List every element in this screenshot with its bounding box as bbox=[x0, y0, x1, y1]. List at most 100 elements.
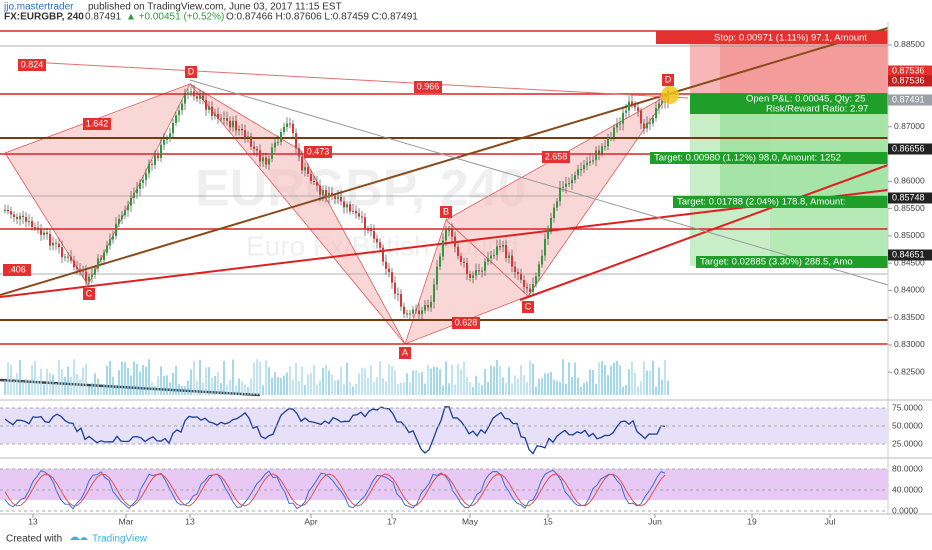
candle-body bbox=[595, 150, 597, 161]
volume-bar bbox=[322, 367, 324, 395]
price-tick-label: 0.86000 bbox=[894, 176, 925, 186]
candle-body bbox=[259, 150, 261, 162]
point-label: D bbox=[188, 66, 195, 76]
ratio-box bbox=[304, 146, 332, 158]
candle-body bbox=[601, 146, 603, 154]
volume-bar bbox=[529, 360, 531, 395]
candle-body bbox=[607, 137, 609, 147]
volume-bar bbox=[613, 362, 615, 395]
ratio-label: 0.824 bbox=[21, 59, 44, 69]
rsi-tick-label: 75.0000 bbox=[892, 402, 923, 412]
volume-bar bbox=[340, 366, 342, 395]
candle-body bbox=[262, 157, 264, 162]
volume-bar bbox=[181, 386, 183, 395]
candle-body bbox=[631, 101, 633, 105]
candle-body bbox=[253, 146, 255, 149]
volume-bar bbox=[655, 386, 657, 395]
candle-body bbox=[385, 261, 387, 269]
volume-bar bbox=[91, 382, 93, 395]
candle-body bbox=[154, 155, 156, 165]
candle-body bbox=[355, 210, 357, 214]
rsi-tick-label: 50.0000 bbox=[892, 420, 923, 430]
time-tick-label: 13 bbox=[185, 516, 195, 526]
candle-body bbox=[193, 91, 195, 97]
target-text: Target: 0.01788 (2.04%) 178.8, Amount: bbox=[677, 197, 845, 208]
volume-bar bbox=[535, 386, 537, 395]
ratio-label: .406 bbox=[8, 264, 26, 274]
candle-body bbox=[388, 268, 390, 273]
highlight-marker bbox=[661, 86, 679, 104]
volume-bar bbox=[193, 360, 195, 395]
volume-bar bbox=[388, 364, 390, 395]
candle-body bbox=[427, 305, 429, 308]
price-label: 0.87491 bbox=[892, 94, 925, 104]
volume-bar bbox=[97, 378, 99, 395]
candle-body bbox=[40, 228, 42, 235]
ratio-label: 1.642 bbox=[86, 118, 109, 128]
candle-body bbox=[289, 123, 291, 125]
candle-body bbox=[79, 269, 81, 271]
volume-bar bbox=[487, 381, 489, 395]
candle-body bbox=[211, 106, 213, 116]
candle-body bbox=[148, 163, 150, 174]
stoch-k bbox=[4, 469, 666, 510]
volume-bar bbox=[268, 367, 270, 395]
candle-body bbox=[517, 272, 519, 274]
price-label-box bbox=[888, 94, 932, 106]
trendline bbox=[0, 27, 889, 296]
harmonic-patterns bbox=[4, 83, 669, 345]
volume-bar bbox=[61, 369, 63, 395]
volume-bar bbox=[160, 366, 162, 395]
volume-bar bbox=[631, 361, 633, 395]
candle-body bbox=[502, 244, 504, 247]
volume-bar bbox=[343, 384, 345, 395]
volume-bar bbox=[103, 383, 105, 395]
stoch-band bbox=[0, 469, 888, 500]
price-label-box bbox=[888, 65, 932, 77]
candle-body bbox=[16, 216, 18, 219]
volume-bar bbox=[184, 386, 186, 395]
candle-body bbox=[373, 231, 375, 239]
volume-bar bbox=[616, 360, 618, 395]
volume-bar bbox=[610, 365, 612, 395]
target-box bbox=[696, 256, 888, 268]
candle-body bbox=[448, 229, 450, 231]
author[interactable]: jjo.mastertrader bbox=[3, 2, 74, 13]
candles bbox=[4, 84, 669, 321]
candle-body bbox=[61, 247, 63, 258]
volume-bar bbox=[274, 372, 276, 395]
candle-body bbox=[181, 103, 183, 111]
volume-bar bbox=[652, 360, 654, 395]
candle-body bbox=[256, 148, 258, 151]
candle-body bbox=[25, 217, 27, 222]
volume-bar bbox=[226, 384, 228, 395]
volume-bar bbox=[124, 361, 126, 395]
candle-body bbox=[538, 264, 540, 277]
volume-bar bbox=[658, 367, 660, 395]
price-label-box bbox=[888, 192, 932, 204]
volume-bar bbox=[34, 361, 36, 395]
footer-brand[interactable]: TradingView bbox=[92, 534, 148, 545]
volume-bar bbox=[550, 371, 552, 395]
candle-body bbox=[169, 133, 171, 139]
candle-body bbox=[574, 175, 576, 180]
candle-body bbox=[265, 157, 267, 165]
candle-body bbox=[457, 246, 459, 256]
candle-body bbox=[583, 165, 585, 170]
candle-body bbox=[76, 267, 78, 270]
volume-bar bbox=[439, 369, 441, 395]
ratio-label: 2.658 bbox=[545, 151, 568, 161]
candle-body bbox=[340, 197, 342, 202]
candle-body bbox=[529, 288, 531, 292]
price-tick-label: 0.83500 bbox=[894, 312, 925, 322]
candle-body bbox=[118, 218, 120, 224]
volume-bar bbox=[166, 375, 168, 395]
volume-bar bbox=[580, 386, 582, 395]
volume-bar bbox=[643, 361, 645, 395]
volume-bar bbox=[598, 362, 600, 395]
candle-body bbox=[124, 210, 126, 216]
candle-body bbox=[109, 239, 111, 246]
candle-body bbox=[19, 215, 21, 219]
candle-body bbox=[526, 286, 528, 289]
candle-body bbox=[508, 255, 510, 259]
